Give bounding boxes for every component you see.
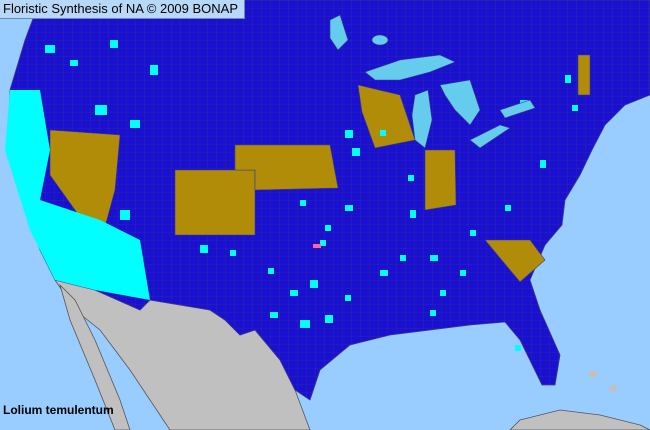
state-south-carolina (484, 239, 546, 283)
lake-superior (364, 54, 456, 81)
lake-michigan (411, 89, 433, 149)
species-name: Lolium temulentum (3, 403, 114, 417)
mexico-region (54, 279, 650, 430)
lake-huron (439, 79, 481, 126)
state-level-presence (49, 54, 591, 283)
great-lakes (329, 14, 536, 149)
state-indiana (424, 149, 457, 211)
lake-winnipeg (329, 14, 349, 51)
county-level-presence (5, 40, 578, 351)
state-nevada (49, 129, 121, 246)
lake-ontario (499, 99, 536, 119)
lake-erie (469, 124, 511, 149)
rare-county (313, 244, 321, 248)
map-title: Floristic Synthesis of NA © 2009 BONAP (0, 0, 246, 19)
california-coast-counties (5, 90, 150, 300)
usa-canada-landmass (7, 0, 650, 401)
state-wisconsin (357, 84, 416, 149)
state-nebraska (234, 144, 339, 191)
state-colorado (174, 169, 256, 236)
state-new-hampshire (577, 54, 591, 96)
